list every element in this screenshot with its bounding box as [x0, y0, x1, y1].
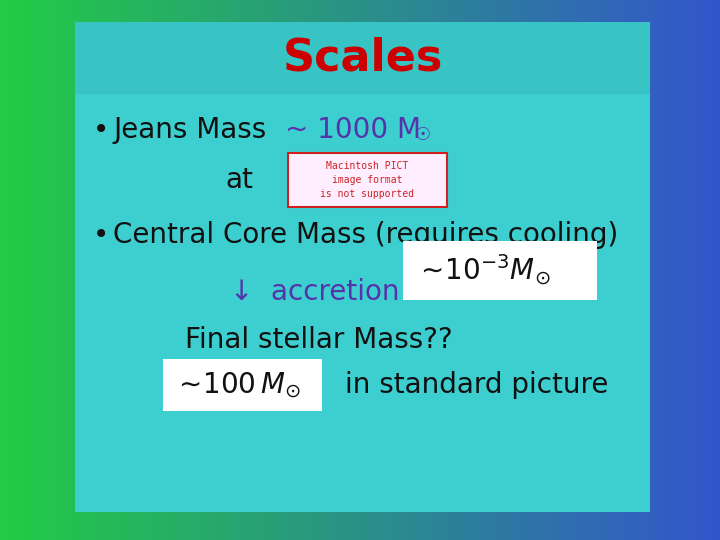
Text: ↓  accretion: ↓ accretion: [230, 278, 400, 306]
Text: Scales: Scales: [282, 37, 443, 79]
Text: Jeans Mass: Jeans Mass: [113, 116, 266, 144]
FancyBboxPatch shape: [288, 153, 447, 207]
FancyBboxPatch shape: [75, 22, 650, 94]
Text: Final stellar Mass??: Final stellar Mass??: [185, 326, 453, 354]
Text: at: at: [225, 166, 253, 194]
FancyBboxPatch shape: [163, 359, 322, 411]
Text: in standard picture: in standard picture: [345, 371, 608, 399]
Text: $\sim\! 10^{-3} M_{\!\odot}$: $\sim\! 10^{-3} M_{\!\odot}$: [415, 253, 551, 287]
FancyBboxPatch shape: [403, 240, 597, 300]
Text: $\sim\! 100\, M_{\!\odot}$: $\sim\! 100\, M_{\!\odot}$: [173, 370, 301, 400]
Text: Macintosh PICT
image format
is not supported: Macintosh PICT image format is not suppo…: [320, 161, 415, 199]
FancyBboxPatch shape: [75, 22, 650, 512]
Text: ☉: ☉: [415, 126, 431, 144]
Text: ~ 1000 M: ~ 1000 M: [285, 116, 421, 144]
Text: •: •: [93, 221, 109, 249]
Text: •: •: [93, 116, 109, 144]
Text: Central Core Mass (requires cooling): Central Core Mass (requires cooling): [113, 221, 618, 249]
